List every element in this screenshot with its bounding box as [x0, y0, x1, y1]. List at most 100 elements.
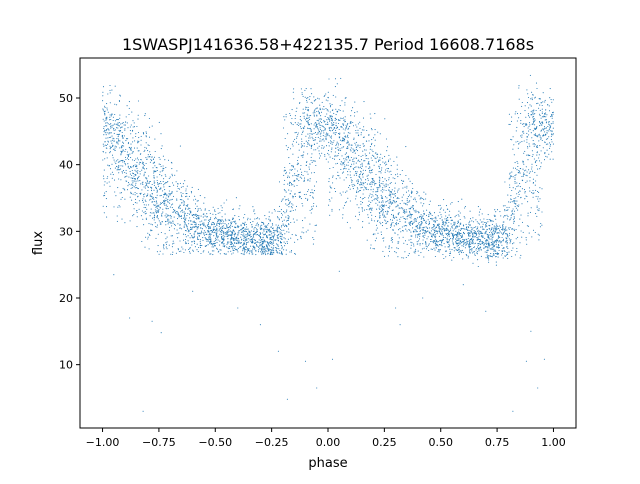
data-point: [308, 137, 310, 139]
data-point: [312, 237, 314, 239]
data-point: [298, 143, 300, 145]
data-point: [465, 244, 467, 246]
data-point: [472, 239, 474, 241]
data-point: [290, 206, 292, 208]
data-point: [105, 206, 108, 208]
data-point: [425, 214, 428, 216]
data-point: [367, 158, 369, 160]
data-point: [465, 223, 467, 225]
data-point: [338, 209, 340, 211]
data-point: [355, 132, 357, 134]
data-point: [357, 181, 359, 183]
data-point: [486, 246, 488, 248]
data-point: [469, 250, 471, 252]
data-point: [396, 224, 398, 226]
data-point: [111, 177, 113, 179]
data-point: [156, 226, 158, 228]
data-point: [418, 195, 420, 197]
data-point: [190, 220, 192, 222]
data-point: [164, 221, 167, 223]
data-point: [548, 110, 551, 112]
data-point: [225, 233, 227, 235]
data-point: [308, 127, 310, 130]
data-point: [337, 142, 339, 144]
data-point: [331, 103, 333, 106]
data-point: [310, 129, 312, 131]
data-point: [538, 140, 540, 142]
data-point: [379, 213, 381, 215]
data-point: [376, 154, 378, 156]
data-point: [134, 178, 136, 180]
data-point: [235, 242, 238, 245]
data-point: [332, 94, 334, 96]
data-point: [314, 109, 316, 111]
data-point: [346, 221, 348, 223]
data-point: [309, 133, 311, 135]
data-point: [520, 197, 522, 199]
data-point: [136, 226, 138, 228]
data-point: [276, 230, 278, 232]
data-point: [484, 246, 486, 248]
data-point: [481, 213, 483, 215]
data-point: [255, 231, 257, 234]
data-point: [538, 239, 540, 241]
data-point: [481, 242, 484, 245]
data-point: [505, 233, 507, 235]
data-point: [376, 195, 378, 197]
data-point: [297, 132, 299, 134]
data-point: [403, 257, 405, 259]
data-point: [493, 232, 496, 235]
data-point: [113, 138, 115, 140]
data-point: [456, 222, 459, 224]
data-point: [478, 229, 480, 231]
data-point: [365, 140, 367, 142]
data-point: [471, 248, 473, 250]
data-point: [178, 215, 180, 217]
data-point: [385, 138, 388, 140]
data-point: [285, 191, 287, 193]
data-point: [301, 171, 303, 173]
data-point: [481, 236, 483, 238]
data-point: [493, 225, 495, 227]
data-point: [455, 242, 457, 244]
data-point: [188, 213, 191, 215]
data-point: [413, 231, 415, 233]
data-point: [362, 117, 365, 119]
data-point: [191, 228, 193, 230]
data-point: [352, 151, 354, 153]
data-point: [398, 207, 400, 209]
data-point: [386, 146, 389, 148]
data-point: [496, 232, 498, 234]
data-point: [532, 120, 534, 123]
data-point: [517, 147, 519, 149]
data-point: [495, 218, 497, 220]
data-point: [362, 154, 364, 156]
data-point: [168, 190, 170, 192]
data-point: [344, 153, 346, 155]
data-point: [144, 193, 146, 195]
data-point: [518, 98, 520, 100]
data-point: [142, 183, 144, 185]
data-point: [401, 257, 403, 259]
data-point: [177, 248, 179, 250]
data-point: [311, 133, 313, 135]
data-point: [546, 156, 548, 158]
data-point: [374, 139, 376, 141]
data-point: [280, 245, 282, 247]
data-point: [267, 248, 269, 250]
data-point: [336, 155, 338, 157]
data-point: [363, 145, 365, 147]
data-point: [551, 101, 553, 103]
data-point: [120, 198, 122, 200]
data-point: [261, 224, 263, 226]
data-point: [394, 178, 396, 180]
data-point: [532, 182, 534, 184]
data-point: [224, 223, 226, 225]
data-point: [534, 133, 537, 135]
data-point: [105, 129, 107, 131]
data-point: [112, 137, 114, 139]
data-point: [529, 116, 531, 118]
data-point: [148, 223, 150, 225]
data-point: [107, 93, 109, 95]
data-point: [185, 217, 187, 219]
